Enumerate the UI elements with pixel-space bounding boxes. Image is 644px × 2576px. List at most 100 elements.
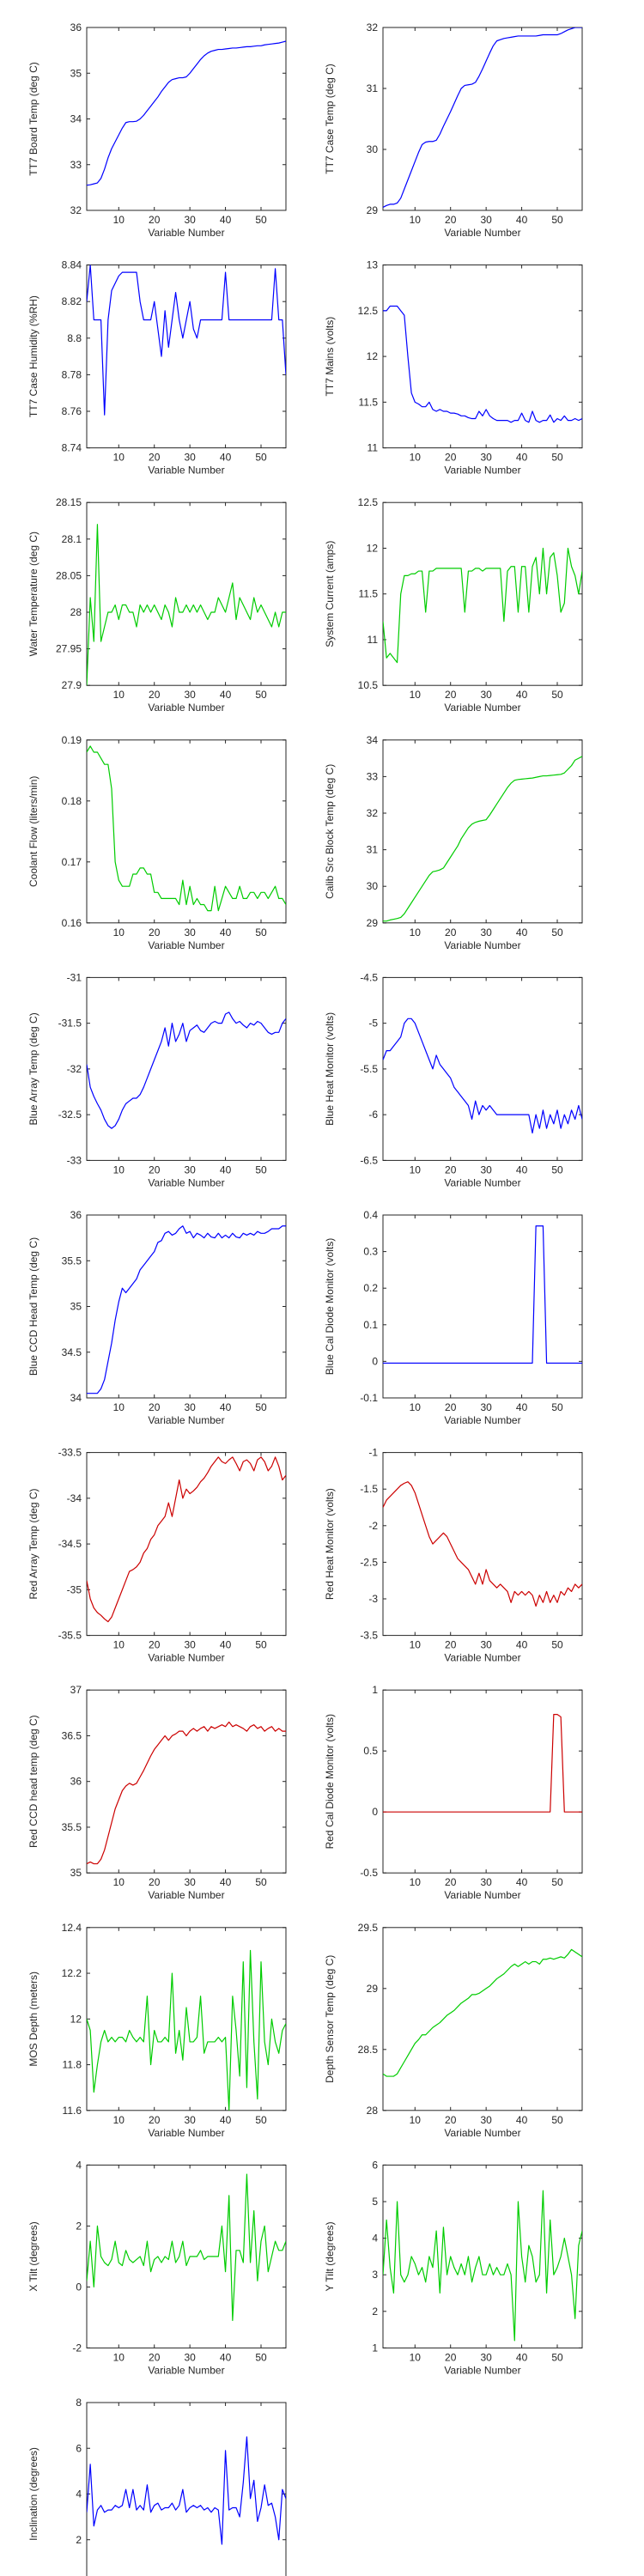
chart-panel-20: 10 20 30 40 50 1 2 3 4 5 6 Variable Number Y Tilt (d…	[324, 2159, 583, 2376]
y-tick-label: 35	[70, 1301, 82, 1313]
y-tick-label: 34	[367, 734, 379, 746]
y-tick-label: -3.5	[360, 1630, 378, 1642]
chart-panel-15: 10 20 30 40 50 35 35.5 36 36.5 37 Variable Number R…	[27, 1684, 287, 1901]
x-tick-label: 20	[149, 689, 161, 701]
x-tick-label: 10	[410, 1401, 422, 1413]
chart-panel-2: 10 20 30 40 50 29 30 31 32 Variable Number TT7 Cas…	[324, 21, 583, 239]
series-line	[383, 1713, 582, 1813]
chart-panel-4: 10 20 30 40 50 11 11.5 12 12.5 13 Variable Number T…	[324, 259, 583, 477]
series-line	[87, 1456, 286, 1623]
x-tick-label: 40	[516, 927, 528, 939]
y-tick-label: 27.95	[56, 643, 82, 655]
y-tick-label: 37	[70, 1684, 82, 1696]
y-tick-label: -35	[67, 1583, 82, 1595]
x-axis-label: Variable Number	[148, 939, 224, 951]
y-tick-label: 8.84	[62, 259, 82, 271]
y-tick-label: 0.18	[62, 795, 82, 807]
chart-panel-5: 10 20 30 40 50 27.9 27.95 28 28.05 28.1 28.15 Varia…	[27, 496, 287, 714]
x-tick-label: 10	[410, 1163, 422, 1176]
axes-box	[382, 27, 583, 211]
series-line	[87, 40, 286, 186]
y-axis-label: TT7 Case Humidity (%RH)	[27, 295, 39, 417]
series-line	[383, 27, 582, 208]
y-tick-label: -6	[368, 1109, 378, 1121]
y-tick-label: 12	[367, 350, 379, 362]
x-tick-label: 30	[184, 1401, 196, 1413]
y-axis-label: Blue Cal Diode Monitor (volts)	[324, 1238, 336, 1375]
y-tick-label: -34	[67, 1492, 82, 1504]
x-tick-label: 30	[480, 927, 492, 939]
y-tick-label: 33	[367, 770, 379, 782]
x-tick-label: 20	[445, 2351, 457, 2363]
x-tick-label: 20	[149, 1401, 161, 1413]
x-tick-label: 50	[551, 1876, 563, 1888]
y-tick-label: 31	[367, 82, 379, 94]
y-tick-label: 32	[367, 807, 379, 819]
x-axis-label: Variable Number	[444, 702, 520, 714]
x-tick-label: 50	[551, 1639, 563, 1651]
x-tick-label: 10	[410, 1639, 422, 1651]
x-axis-label: Variable Number	[148, 1652, 224, 1664]
x-tick-label: 10	[410, 1876, 422, 1888]
x-tick-label: 10	[113, 1639, 125, 1651]
series-line	[383, 756, 582, 922]
x-tick-label: 20	[149, 1163, 161, 1176]
x-tick-label: 20	[149, 2351, 161, 2363]
y-tick-label: -3	[368, 1593, 378, 1605]
x-tick-label: 40	[516, 1876, 528, 1888]
series-line	[87, 264, 286, 416]
y-axis-label: System Current (amps)	[324, 541, 336, 647]
x-tick-label: 50	[255, 927, 267, 939]
x-tick-label: 50	[551, 689, 563, 701]
x-tick-label: 50	[551, 927, 563, 939]
y-axis-label: Calib Src Block Temp (deg C)	[324, 764, 336, 899]
x-tick-label: 50	[551, 2351, 563, 2363]
y-tick-label: 10.5	[358, 679, 379, 691]
y-tick-label: -32	[67, 1063, 82, 1075]
y-tick-label: -31	[67, 971, 82, 983]
x-tick-label: 10	[410, 2351, 422, 2363]
y-tick-label: 36.5	[62, 1729, 82, 1741]
y-axis-label: Y Tilt (degrees)	[324, 2221, 336, 2291]
x-axis-label: Variable Number	[444, 465, 520, 477]
y-tick-label: 2	[76, 2534, 82, 2546]
y-axis-label: Blue CCD Head Temp (deg C)	[27, 1237, 39, 1376]
x-axis-label: Variable Number	[148, 1889, 224, 1901]
x-tick-label: 40	[516, 2114, 528, 2126]
x-tick-label: 20	[149, 214, 161, 226]
y-tick-label: 28	[367, 2105, 379, 2117]
chart-panel-11: 10 20 30 40 50 34 34.5 35 35.5 36 Variable Number B…	[27, 1209, 287, 1426]
y-axis-label: TT7 Case Temp (deg C)	[324, 64, 336, 174]
y-tick-label: 29	[367, 1983, 379, 1995]
axes-box	[86, 501, 287, 686]
y-tick-label: -33	[67, 1154, 82, 1166]
y-axis-label: Red Heat Monitor (volts)	[324, 1488, 336, 1600]
x-tick-label: 20	[445, 452, 457, 464]
x-tick-label: 50	[551, 1163, 563, 1176]
x-tick-label: 10	[113, 2351, 125, 2363]
x-tick-label: 30	[184, 452, 196, 464]
x-tick-label: 20	[149, 452, 161, 464]
x-axis-label: Variable Number	[148, 2127, 224, 2139]
y-tick-label: 1	[372, 1684, 378, 1696]
y-tick-label: 12.5	[358, 496, 379, 508]
x-tick-label: 40	[516, 2351, 528, 2363]
y-tick-label: 11	[368, 442, 379, 454]
x-tick-label: 30	[480, 452, 492, 464]
y-tick-label: -0.1	[360, 1392, 378, 1404]
x-tick-label: 10	[410, 452, 422, 464]
x-tick-label: 10	[113, 214, 125, 226]
y-tick-label: -1	[368, 1447, 378, 1459]
y-tick-label: 30	[367, 143, 379, 155]
chart-panel-19: 10 20 30 40 50 -2 0 2 4 Variable Number X Tilt (de…	[27, 2159, 287, 2376]
x-tick-label: 40	[220, 214, 232, 226]
chart-panel-9: 10 20 30 40 50 -33 -32.5 -32 -31.5 -31 Variable Nu…	[27, 971, 287, 1188]
x-tick-label: 30	[480, 1639, 492, 1651]
y-tick-label: 34.5	[62, 1346, 82, 1358]
x-axis-label: Variable Number	[444, 2127, 520, 2139]
y-tick-label: 35	[70, 67, 82, 79]
y-tick-label: 8.76	[62, 405, 82, 417]
x-axis-label: Variable Number	[444, 939, 520, 951]
x-tick-label: 10	[113, 1401, 125, 1413]
y-tick-label: -2	[72, 2342, 82, 2354]
